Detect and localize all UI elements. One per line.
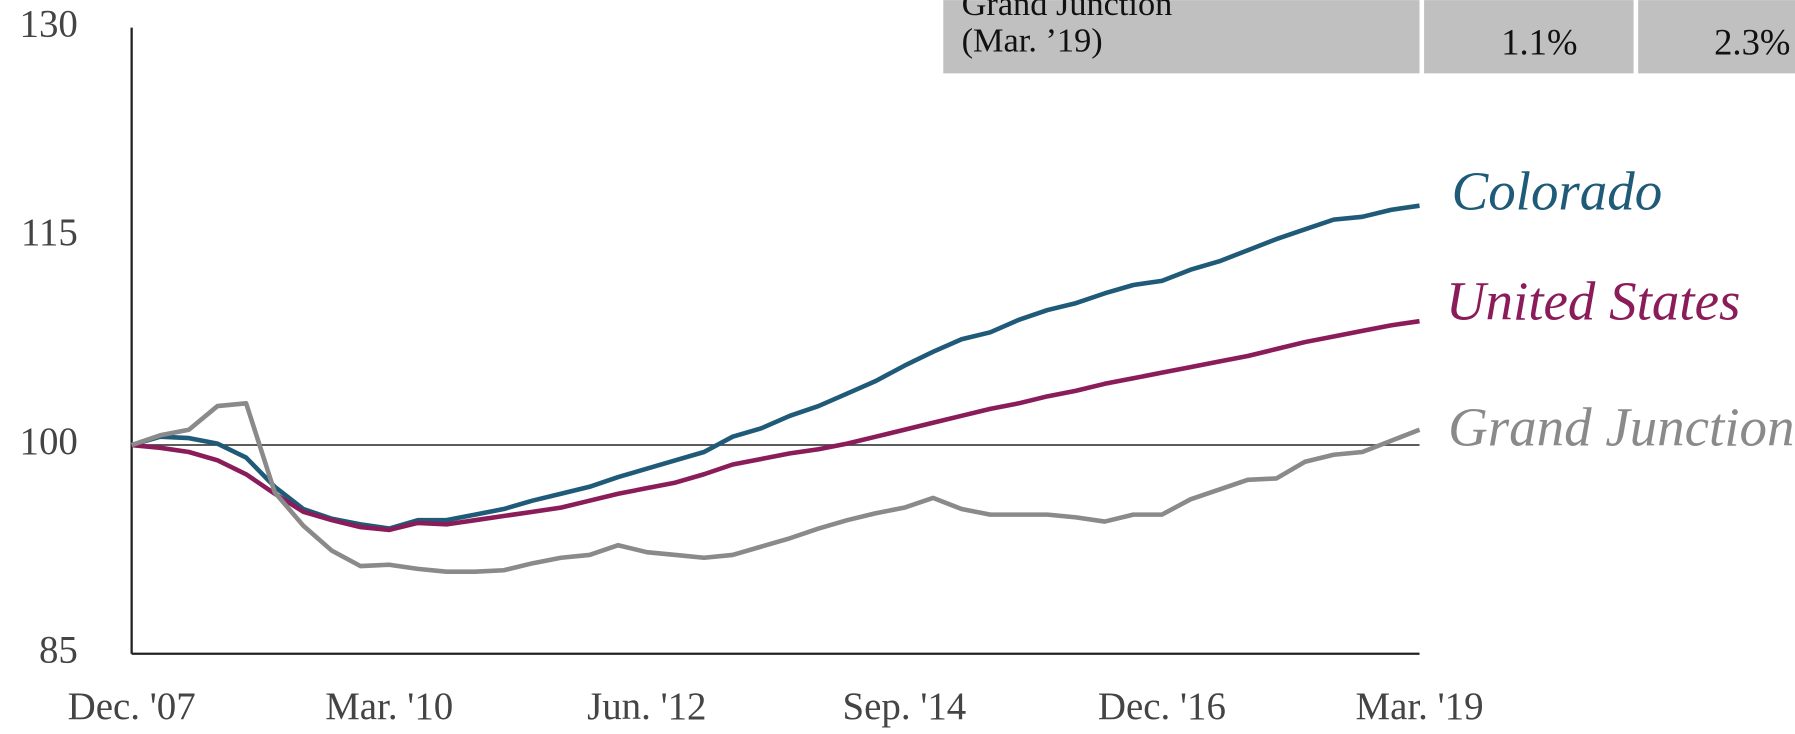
x-tick-label: Mar. '19 (1355, 685, 1483, 728)
x-tick-label: Sep. '14 (843, 685, 967, 728)
table-cell (1638, 0, 1795, 74)
series-line (131, 203, 1420, 531)
x-tick-label: Mar. '10 (325, 685, 453, 728)
y-tick-label: 85 (39, 629, 78, 672)
series-label: United States (1446, 271, 1740, 332)
series-line (130, 400, 1421, 574)
y-tick-label: 115 (21, 211, 78, 254)
series-label: Colorado (1452, 161, 1663, 222)
table-row-label: Grand Junction (962, 0, 1173, 23)
y-tick-label: 100 (19, 420, 77, 463)
table-cell (1424, 0, 1634, 74)
series-line (131, 318, 1420, 533)
y-tick-label: 130 (19, 3, 77, 46)
table-value: 1.1% (1501, 21, 1577, 62)
series-label: Grand Junction (1448, 396, 1794, 457)
x-tick-label: Dec. '16 (1098, 685, 1226, 728)
table-cell (943, 0, 1420, 74)
x-tick-label: Dec. '07 (68, 685, 196, 728)
x-tick-label: Jun. '12 (587, 685, 706, 728)
table-value: 2.3% (1714, 21, 1790, 62)
table-row-label: (Mar. ’19) (962, 21, 1103, 59)
